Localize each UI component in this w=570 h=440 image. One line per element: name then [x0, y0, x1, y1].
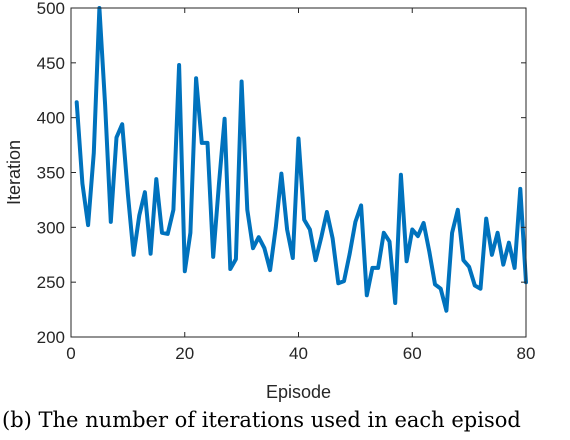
y-tick-label: 500 [37, 0, 65, 18]
x-tick-label: 40 [289, 344, 308, 363]
y-tick-label: 200 [37, 328, 65, 347]
x-tick-label: 80 [517, 344, 536, 363]
line-chart: 0 20 40 60 80 200 250 300 350 400 450 500 Episode I… [4, 0, 536, 402]
x-tick-label: 20 [175, 344, 194, 363]
x-tick-label: 60 [403, 344, 422, 363]
y-tick-label: 350 [37, 164, 65, 183]
y-axis-title: Iteration [4, 140, 24, 205]
series-line [74, 6, 528, 313]
x-tick-label: 0 [66, 344, 75, 363]
figure-caption: (b) The number of iterations used in eac… [2, 408, 521, 432]
plot-area [74, 6, 528, 313]
y-tick-label: 400 [37, 109, 65, 128]
y-tick-label: 300 [37, 218, 65, 237]
axes: 0 20 40 60 80 200 250 300 350 400 450 500 [37, 0, 536, 363]
x-axis-title: Episode [266, 382, 331, 402]
y-tick-label: 250 [37, 273, 65, 292]
y-tick-label: 450 [37, 54, 65, 73]
